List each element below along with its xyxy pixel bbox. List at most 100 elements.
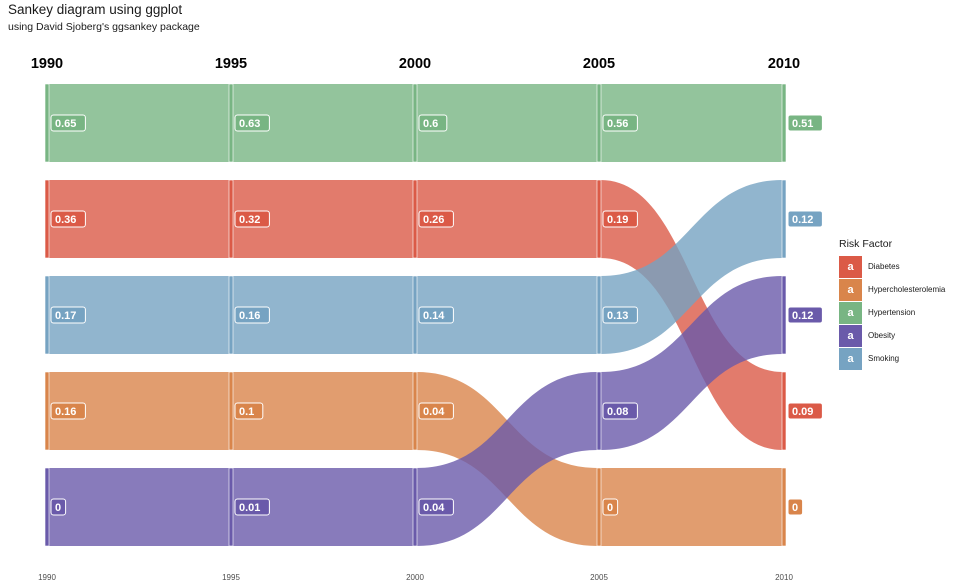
value-label-box bbox=[418, 402, 454, 420]
value-label-box bbox=[602, 306, 638, 324]
value-label-obesity-2000: 0.04 bbox=[418, 498, 454, 516]
x-tick-label-2000: 2000 bbox=[406, 573, 424, 582]
value-label-box bbox=[234, 210, 270, 228]
node-smoking-2005 bbox=[596, 275, 602, 355]
value-label-text: 0.16 bbox=[239, 310, 260, 322]
flow-smoking-2005 bbox=[600, 180, 783, 354]
node-smoking-2000 bbox=[412, 275, 418, 355]
value-label-box bbox=[418, 114, 448, 132]
value-label-box bbox=[50, 306, 86, 324]
value-label-text: 0.65 bbox=[55, 118, 76, 130]
node-diabetes-2005 bbox=[596, 179, 602, 259]
chart-subtitle: using David Sjoberg's ggsankey package bbox=[8, 21, 200, 33]
node-smoking-2010 bbox=[781, 179, 787, 259]
flow-smoking-1995 bbox=[232, 276, 414, 354]
value-label-text: 0.56 bbox=[607, 118, 628, 130]
value-label-obesity-1990: 0 bbox=[50, 498, 67, 516]
value-label-hypercholesterolemia-2000: 0.04 bbox=[418, 402, 454, 420]
value-label-text: 0.12 bbox=[792, 214, 813, 226]
value-label-box bbox=[418, 306, 454, 324]
value-label-text: 0.16 bbox=[55, 406, 76, 418]
value-label-text: 0 bbox=[55, 502, 61, 514]
value-label-text: 0.14 bbox=[423, 310, 445, 322]
legend-label: Hypertension bbox=[868, 308, 916, 317]
flow-smoking-1990 bbox=[48, 276, 230, 354]
flow-diabetes-2000 bbox=[416, 180, 598, 258]
value-label-text: 0.26 bbox=[423, 214, 444, 226]
value-label-text: 0.09 bbox=[792, 406, 813, 418]
value-label-text: 0.17 bbox=[55, 310, 76, 322]
legend-key-smoking: a bbox=[839, 347, 862, 370]
flows bbox=[48, 84, 783, 546]
x-tick-label-2010: 2010 bbox=[775, 573, 793, 582]
flow-hypercholesterolemia-2005 bbox=[600, 468, 783, 546]
top-year-label-2010: 2010 bbox=[768, 56, 800, 72]
top-year-label-1995: 1995 bbox=[215, 56, 247, 72]
node-obesity-2000 bbox=[412, 467, 418, 547]
legend-item-smoking: a Smoking bbox=[839, 347, 945, 370]
value-label-diabetes-2000: 0.26 bbox=[418, 210, 454, 228]
legend-item-diabetes: a Diabetes bbox=[839, 255, 945, 278]
node-obesity-2005 bbox=[596, 371, 602, 451]
value-label-box bbox=[50, 210, 86, 228]
value-label-box bbox=[787, 306, 823, 324]
value-label-text: 0.32 bbox=[239, 214, 260, 226]
node-obesity-2010 bbox=[781, 275, 787, 355]
value-label-hypertension-2005: 0.56 bbox=[602, 114, 638, 132]
value-label-smoking-2010: 0.12 bbox=[787, 210, 823, 228]
value-label-box bbox=[602, 402, 638, 420]
legend-label: Obesity bbox=[868, 331, 896, 340]
value-label-hypertension-1990: 0.65 bbox=[50, 114, 86, 132]
value-label-box bbox=[234, 498, 270, 516]
value-label-hypertension-1995: 0.63 bbox=[234, 114, 270, 132]
top-year-label-2000: 2000 bbox=[399, 56, 431, 72]
value-label-box bbox=[50, 498, 67, 516]
x-tick-label-2005: 2005 bbox=[590, 573, 608, 582]
node-diabetes-2010 bbox=[781, 371, 787, 451]
value-label-smoking-2005: 0.13 bbox=[602, 306, 638, 324]
value-label-text: 0.08 bbox=[607, 406, 628, 418]
value-label-diabetes-1990: 0.36 bbox=[50, 210, 86, 228]
node-smoking-1995 bbox=[228, 275, 234, 355]
value-label-box bbox=[234, 114, 270, 132]
value-label-box bbox=[787, 210, 823, 228]
value-label-box bbox=[602, 210, 638, 228]
node-hypertension-2005 bbox=[596, 83, 602, 163]
flow-diabetes-2005 bbox=[600, 180, 783, 450]
value-label-text: 0.36 bbox=[55, 214, 76, 226]
value-label-box bbox=[787, 402, 823, 420]
value-label-text: 0.6 bbox=[423, 118, 438, 130]
legend-key-hypertension: a bbox=[839, 301, 862, 324]
node-diabetes-2000 bbox=[412, 179, 418, 259]
flow-obesity-1995 bbox=[232, 468, 414, 546]
legend: Risk Factor a Diabetes a Hypercholestero… bbox=[839, 238, 945, 370]
flow-hypertension-2000 bbox=[416, 84, 598, 162]
value-label-box bbox=[418, 210, 454, 228]
flow-diabetes-1995 bbox=[232, 180, 414, 258]
value-label-box bbox=[418, 498, 454, 516]
value-label-box bbox=[787, 498, 804, 516]
value-label-text: 0.12 bbox=[792, 310, 813, 322]
value-label-obesity-1995: 0.01 bbox=[234, 498, 270, 516]
legend-label: Smoking bbox=[868, 354, 900, 363]
value-label-hypercholesterolemia-1995: 0.1 bbox=[234, 402, 264, 420]
value-label-hypercholesterolemia-1990: 0.16 bbox=[50, 402, 86, 420]
chart-title: Sankey diagram using ggplot bbox=[8, 2, 183, 17]
legend-item-hypercholesterolemia: a Hypercholesterolemia bbox=[839, 278, 945, 301]
nodes bbox=[44, 83, 787, 547]
flow-hypertension-1990 bbox=[48, 84, 230, 162]
legend-item-obesity: a Obesity bbox=[839, 324, 945, 347]
flow-hypertension-1995 bbox=[232, 84, 414, 162]
flow-smoking-2000 bbox=[416, 276, 598, 354]
node-hypertension-2010 bbox=[781, 83, 787, 163]
flow-diabetes-1990 bbox=[48, 180, 230, 258]
x-tick-label-1995: 1995 bbox=[222, 573, 240, 582]
value-label-text: 0.1 bbox=[239, 406, 254, 418]
value-label-box bbox=[234, 402, 264, 420]
value-label-text: 0.01 bbox=[239, 502, 260, 514]
node-hypertension-1990 bbox=[44, 83, 50, 163]
legend-key-obesity: a bbox=[839, 324, 862, 347]
node-hypercholesterolemia-1990 bbox=[44, 371, 50, 451]
value-label-diabetes-2005: 0.19 bbox=[602, 210, 638, 228]
node-diabetes-1990 bbox=[44, 179, 50, 259]
